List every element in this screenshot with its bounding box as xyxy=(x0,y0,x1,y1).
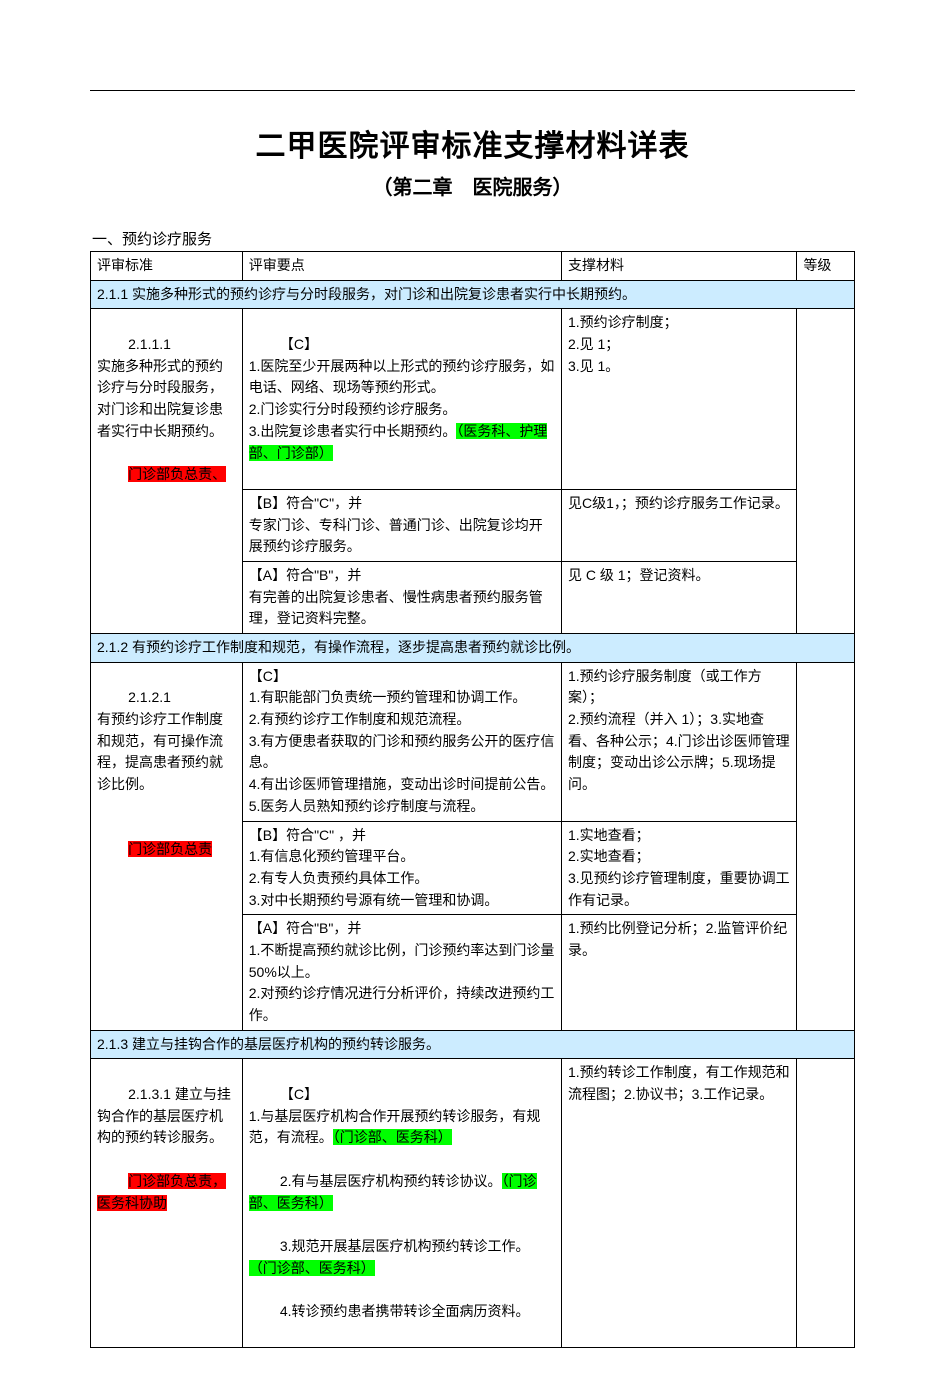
points-b-cell: 【B】符合"C"，并 专家门诊、专科门诊、普通门诊、出院复诊均开展预约诊疗服务。 xyxy=(242,489,561,561)
points-c-cell: 【C】 1.医院至少开展两种以上形式的预约诊疗服务，如电话、网络、现场等预约形式… xyxy=(242,309,561,490)
top-rule xyxy=(90,90,855,91)
table-row: 2.1.1.1 实施多种形式的预约诊疗与分时段服务，对门诊和出院复诊患者实行中长… xyxy=(91,309,855,490)
dept-green: （门诊部、医务科） xyxy=(249,1260,375,1276)
materials-c-cell: 1.预约诊疗制度； 2.见 1； 3.见 1。 xyxy=(561,309,796,490)
th-grade: 等级 xyxy=(797,252,855,281)
group-header: 2.1.1 实施多种形式的预约诊疗与分时段服务，对门诊和出院复诊患者实行中长期预… xyxy=(91,280,855,309)
group-header: 2.1.3 建立与挂钩合作的基层医疗机构的预约转诊服务。 xyxy=(91,1030,855,1059)
standard-cell: 2.1.1.1 实施多种形式的预约诊疗与分时段服务，对门诊和出院复诊患者实行中长… xyxy=(91,309,243,634)
points-a-cell: 【A】符合"B"，并 有完善的出院复诊患者、慢性病患者预约服务管理，登记资料完整… xyxy=(242,561,561,633)
responsible-red: 门诊部负总责 xyxy=(128,841,212,857)
materials-a-cell: 1.预约比例登记分析；2.监管评价纪录。 xyxy=(561,915,796,1030)
responsible-red: 门诊部负总责、 xyxy=(128,466,226,482)
page-subtitle: （第二章 医院服务） xyxy=(90,171,855,200)
table-row: 2.1.2.1 有预约诊疗工作制度和规范，有可操作流程，提高患者预约就诊比例。 … xyxy=(91,662,855,821)
group-header: 2.1.2 有预约诊疗工作制度和规范，有操作流程，逐步提高患者预约就诊比例。 xyxy=(91,634,855,663)
dept-green: （门诊部、医务科） xyxy=(333,1129,452,1145)
responsible-red: 门诊部负总责，医务科协助 xyxy=(97,1173,226,1211)
materials-a-cell: 见 C 级 1；登记资料。 xyxy=(561,561,796,633)
points-b-cell: 【B】符合"C" ，并 1.有信息化预约管理平台。 2.有专人负责预约具体工作。… xyxy=(242,821,561,915)
grade-cell xyxy=(797,662,855,1030)
points-line: 4.转诊预约患者携带转诊全面病历资料。 xyxy=(280,1303,530,1319)
th-points: 评审要点 xyxy=(242,252,561,281)
standard-text: 2.1.3.1 建立与挂钩合作的基层医疗机构的预约转诊服务。 xyxy=(97,1086,231,1145)
group-header-row: 2.1.2 有预约诊疗工作制度和规范，有操作流程，逐步提高患者预约就诊比例。 xyxy=(91,634,855,663)
standard-cell: 2.1.3.1 建立与挂钩合作的基层医疗机构的预约转诊服务。 门诊部负总责，医务… xyxy=(91,1059,243,1348)
materials-c-cell: 1.预约转诊工作制度，有工作规范和流程图；2.协议书；3.工作记录。 xyxy=(561,1059,796,1348)
materials-c-cell: 1.预约诊疗服务制度（或工作方案）； 2.预约流程（并入 1）；3.实地查看、各… xyxy=(561,662,796,821)
points-line: 3.规范开展基层医疗机构预约转诊工作。 xyxy=(280,1238,530,1254)
materials-b-cell: 见C级1，；预约诊疗服务工作记录。 xyxy=(561,489,796,561)
document-page: 二甲医院评审标准支撑材料详表 （第二章 医院服务） 一、预约诊疗服务 评审标准 … xyxy=(0,0,945,1388)
table-row: 2.1.3.1 建立与挂钩合作的基层医疗机构的预约转诊服务。 门诊部负总责，医务… xyxy=(91,1059,855,1348)
points-c-cell: 【C】 1.有职能部门负责统一预约管理和协调工作。 2.有预约诊疗工作制度和规范… xyxy=(242,662,561,821)
table-header-row: 评审标准 评审要点 支撑材料 等级 xyxy=(91,252,855,281)
standards-table: 评审标准 评审要点 支撑材料 等级 2.1.1 实施多种形式的预约诊疗与分时段服… xyxy=(90,251,855,1348)
points-c-cell: 【C】 1.与基层医疗机构合作开展预约转诊服务，有规范，有流程。（门诊部、医务科… xyxy=(242,1059,561,1348)
standard-cell: 2.1.2.1 有预约诊疗工作制度和规范，有可操作流程，提高患者预约就诊比例。 … xyxy=(91,662,243,1030)
points-line: 2.有与基层医疗机构预约转诊协议。 xyxy=(280,1173,502,1189)
section-heading: 一、预约诊疗服务 xyxy=(92,228,855,249)
grade-cell xyxy=(797,1059,855,1348)
standard-text: 2.1.1.1 实施多种形式的预约诊疗与分时段服务，对门诊和出院复诊患者实行中长… xyxy=(97,336,223,439)
grade-cell xyxy=(797,309,855,634)
th-standard: 评审标准 xyxy=(91,252,243,281)
group-header-row: 2.1.3 建立与挂钩合作的基层医疗机构的预约转诊服务。 xyxy=(91,1030,855,1059)
th-materials: 支撑材料 xyxy=(561,252,796,281)
standard-text: 2.1.2.1 有预约诊疗工作制度和规范，有可操作流程，提高患者预约就诊比例。 xyxy=(97,689,223,792)
materials-b-cell: 1.实地查看； 2.实地查看； 3.见预约诊疗管理制度，重要协调工作有记录。 xyxy=(561,821,796,915)
group-header-row: 2.1.1 实施多种形式的预约诊疗与分时段服务，对门诊和出院复诊患者实行中长期预… xyxy=(91,280,855,309)
page-title: 二甲医院评审标准支撑材料详表 xyxy=(90,121,855,165)
points-a-cell: 【A】符合"B"，并 1.不断提高预约就诊比例，门诊预约率达到门诊量 50%以上… xyxy=(242,915,561,1030)
